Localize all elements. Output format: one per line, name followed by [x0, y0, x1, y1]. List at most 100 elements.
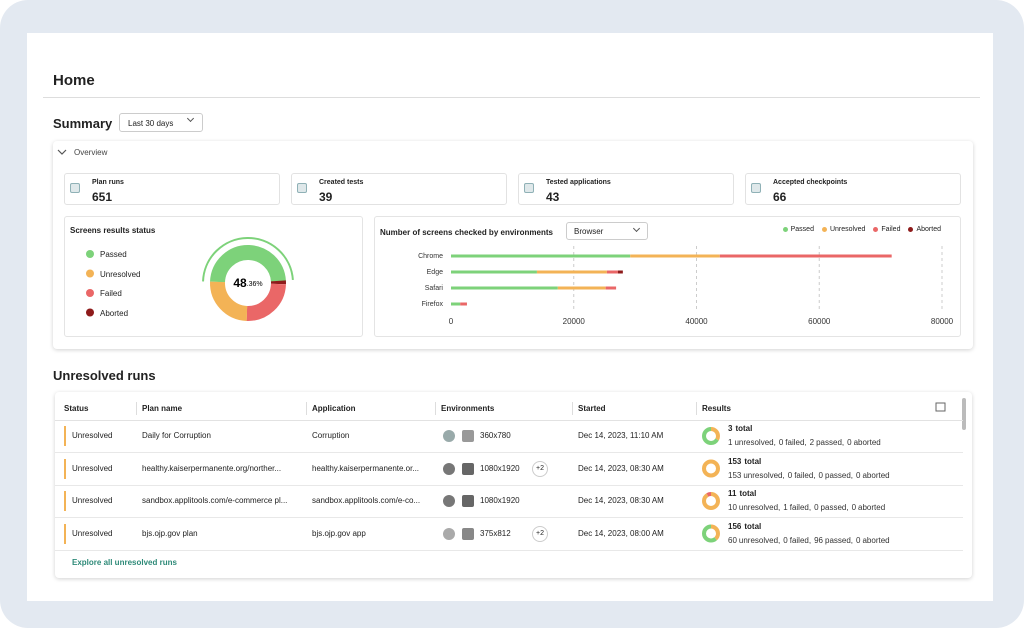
center-label-part: .36% [247, 281, 263, 288]
status-bar [64, 523, 66, 544]
scrollbar[interactable] [962, 398, 966, 430]
resolution: 360x780 [480, 431, 511, 440]
donut-segment [210, 245, 286, 321]
column-separator [306, 402, 307, 415]
breakdown-item: 10 unresolved [728, 503, 780, 512]
resolution: 1080x1920 [480, 463, 520, 473]
legend-item: Passed [782, 226, 814, 233]
bar-segment [451, 302, 461, 306]
started: Dec 14, 2023, 08:30 AM [578, 496, 664, 505]
column-separator [136, 402, 137, 415]
y-tick-label: Firefox [422, 301, 444, 308]
breakdown-count: 1 [783, 503, 788, 512]
breakdown-label: aborted [862, 535, 890, 545]
breakdown-item: 0 passed [819, 471, 853, 480]
breakdown-label: unresolved [738, 535, 779, 545]
status: Unresolved [72, 431, 113, 440]
breakdown-count: 2 [809, 438, 815, 447]
legend-item: Failed [873, 226, 900, 233]
result-segment [702, 492, 720, 510]
dropdown-caret [632, 224, 641, 233]
browser-dropdown[interactable]: Browser [566, 222, 648, 240]
status: Unresolved [72, 496, 113, 505]
row-line [55, 484, 963, 486]
breakdown-count: 0 [787, 470, 793, 480]
total-count: 11 [728, 489, 737, 498]
stat-label: Plan runs [92, 179, 124, 186]
plan-name[interactable]: healthy.kaiserpermanente.org/norther... [142, 463, 282, 473]
chart-title: Screens results status [70, 226, 156, 235]
stat-icon [524, 183, 534, 193]
column-separator [696, 402, 697, 415]
total-label: total [744, 521, 762, 531]
donut-highlight [202, 237, 294, 282]
plan-name[interactable]: sandbox.applitools.com/e-commerce pl... [142, 496, 288, 505]
stat-card [291, 173, 507, 205]
stat-icon [297, 183, 307, 193]
x-tick-label: 60000 [808, 317, 831, 326]
resolution: 375x812 [480, 528, 511, 538]
breakdown-count: 153 [728, 470, 742, 480]
browser-icon [443, 430, 455, 442]
legend-dot [86, 289, 94, 297]
legend-label: Aborted [916, 226, 941, 233]
extra-envs[interactable]: +2 [532, 460, 548, 477]
application: bjs.ojp.gov app [312, 528, 366, 538]
bar-segment [536, 270, 607, 274]
application: Corruption [312, 431, 350, 440]
row-line [55, 517, 963, 518]
breakdown-label: aborted [853, 438, 881, 447]
explore-link[interactable]: Explore all unresolved runs [72, 558, 177, 567]
summary-title: Summary [53, 116, 113, 131]
legend-dot [908, 227, 914, 232]
breakdown-count: 1 [728, 438, 733, 447]
legend: Passed Unresolved Failed Aborted [782, 226, 941, 233]
os-icon [462, 430, 474, 442]
stat-icon [751, 183, 761, 193]
bar-segment [630, 254, 720, 258]
legend-dot [86, 308, 94, 317]
stat-label: Tested applications [546, 179, 611, 186]
results-total: 11 total [728, 489, 756, 498]
page-title: Home [53, 72, 95, 89]
y-tick-label: Chrome [418, 253, 443, 260]
breakdown-label: passed [820, 503, 847, 512]
extra-envs[interactable]: +2 [532, 525, 548, 542]
status: Unresolved [72, 528, 113, 538]
breakdown-count: 0 [856, 470, 861, 480]
breakdown-item: 0 failed [779, 438, 807, 447]
plan-name[interactable]: bjs.ojp.gov plan [142, 528, 198, 538]
legend-label: Passed [100, 250, 127, 259]
bar-segment [557, 286, 606, 290]
browser-icon [443, 495, 455, 507]
bar-segment [606, 270, 618, 274]
total-label: total [739, 489, 757, 498]
stat-label: Created tests [319, 179, 364, 186]
legend-label: Failed [881, 226, 901, 233]
stat-icon [70, 183, 80, 193]
total-count: 156 [728, 521, 742, 531]
dropdown-caret [186, 114, 195, 123]
breakdown-item: 0 aborted [847, 438, 881, 447]
bar-segment [617, 270, 623, 274]
overview-toggle[interactable]: Overview [74, 148, 108, 157]
legend-label: Unresolved [100, 269, 141, 279]
column-settings-icon[interactable] [935, 402, 946, 412]
breakdown-item: 2 passed [810, 438, 844, 447]
breakdown-label: unresolved [734, 438, 774, 447]
legend-item: Aborted [908, 226, 941, 233]
breakdown-item: 1 failed [783, 503, 811, 512]
breakdown-label: failed [794, 470, 814, 480]
breakdown-count: 60 [728, 535, 737, 545]
period-dropdown[interactable]: Last 30 days [119, 113, 203, 132]
x-tick-label: 80000 [931, 317, 954, 326]
plan-name[interactable]: Daily for Corruption [142, 431, 211, 440]
breakdown-count: 0 [778, 438, 784, 447]
breakdown-count: 0 [856, 535, 861, 545]
column-header: Results [702, 404, 731, 413]
column-separator [435, 402, 436, 415]
stat-card [518, 173, 734, 205]
chart-title: Number of screens checked by environment… [380, 228, 553, 237]
breakdown-count: 10 [728, 503, 737, 512]
column-header: Environments [441, 404, 495, 413]
